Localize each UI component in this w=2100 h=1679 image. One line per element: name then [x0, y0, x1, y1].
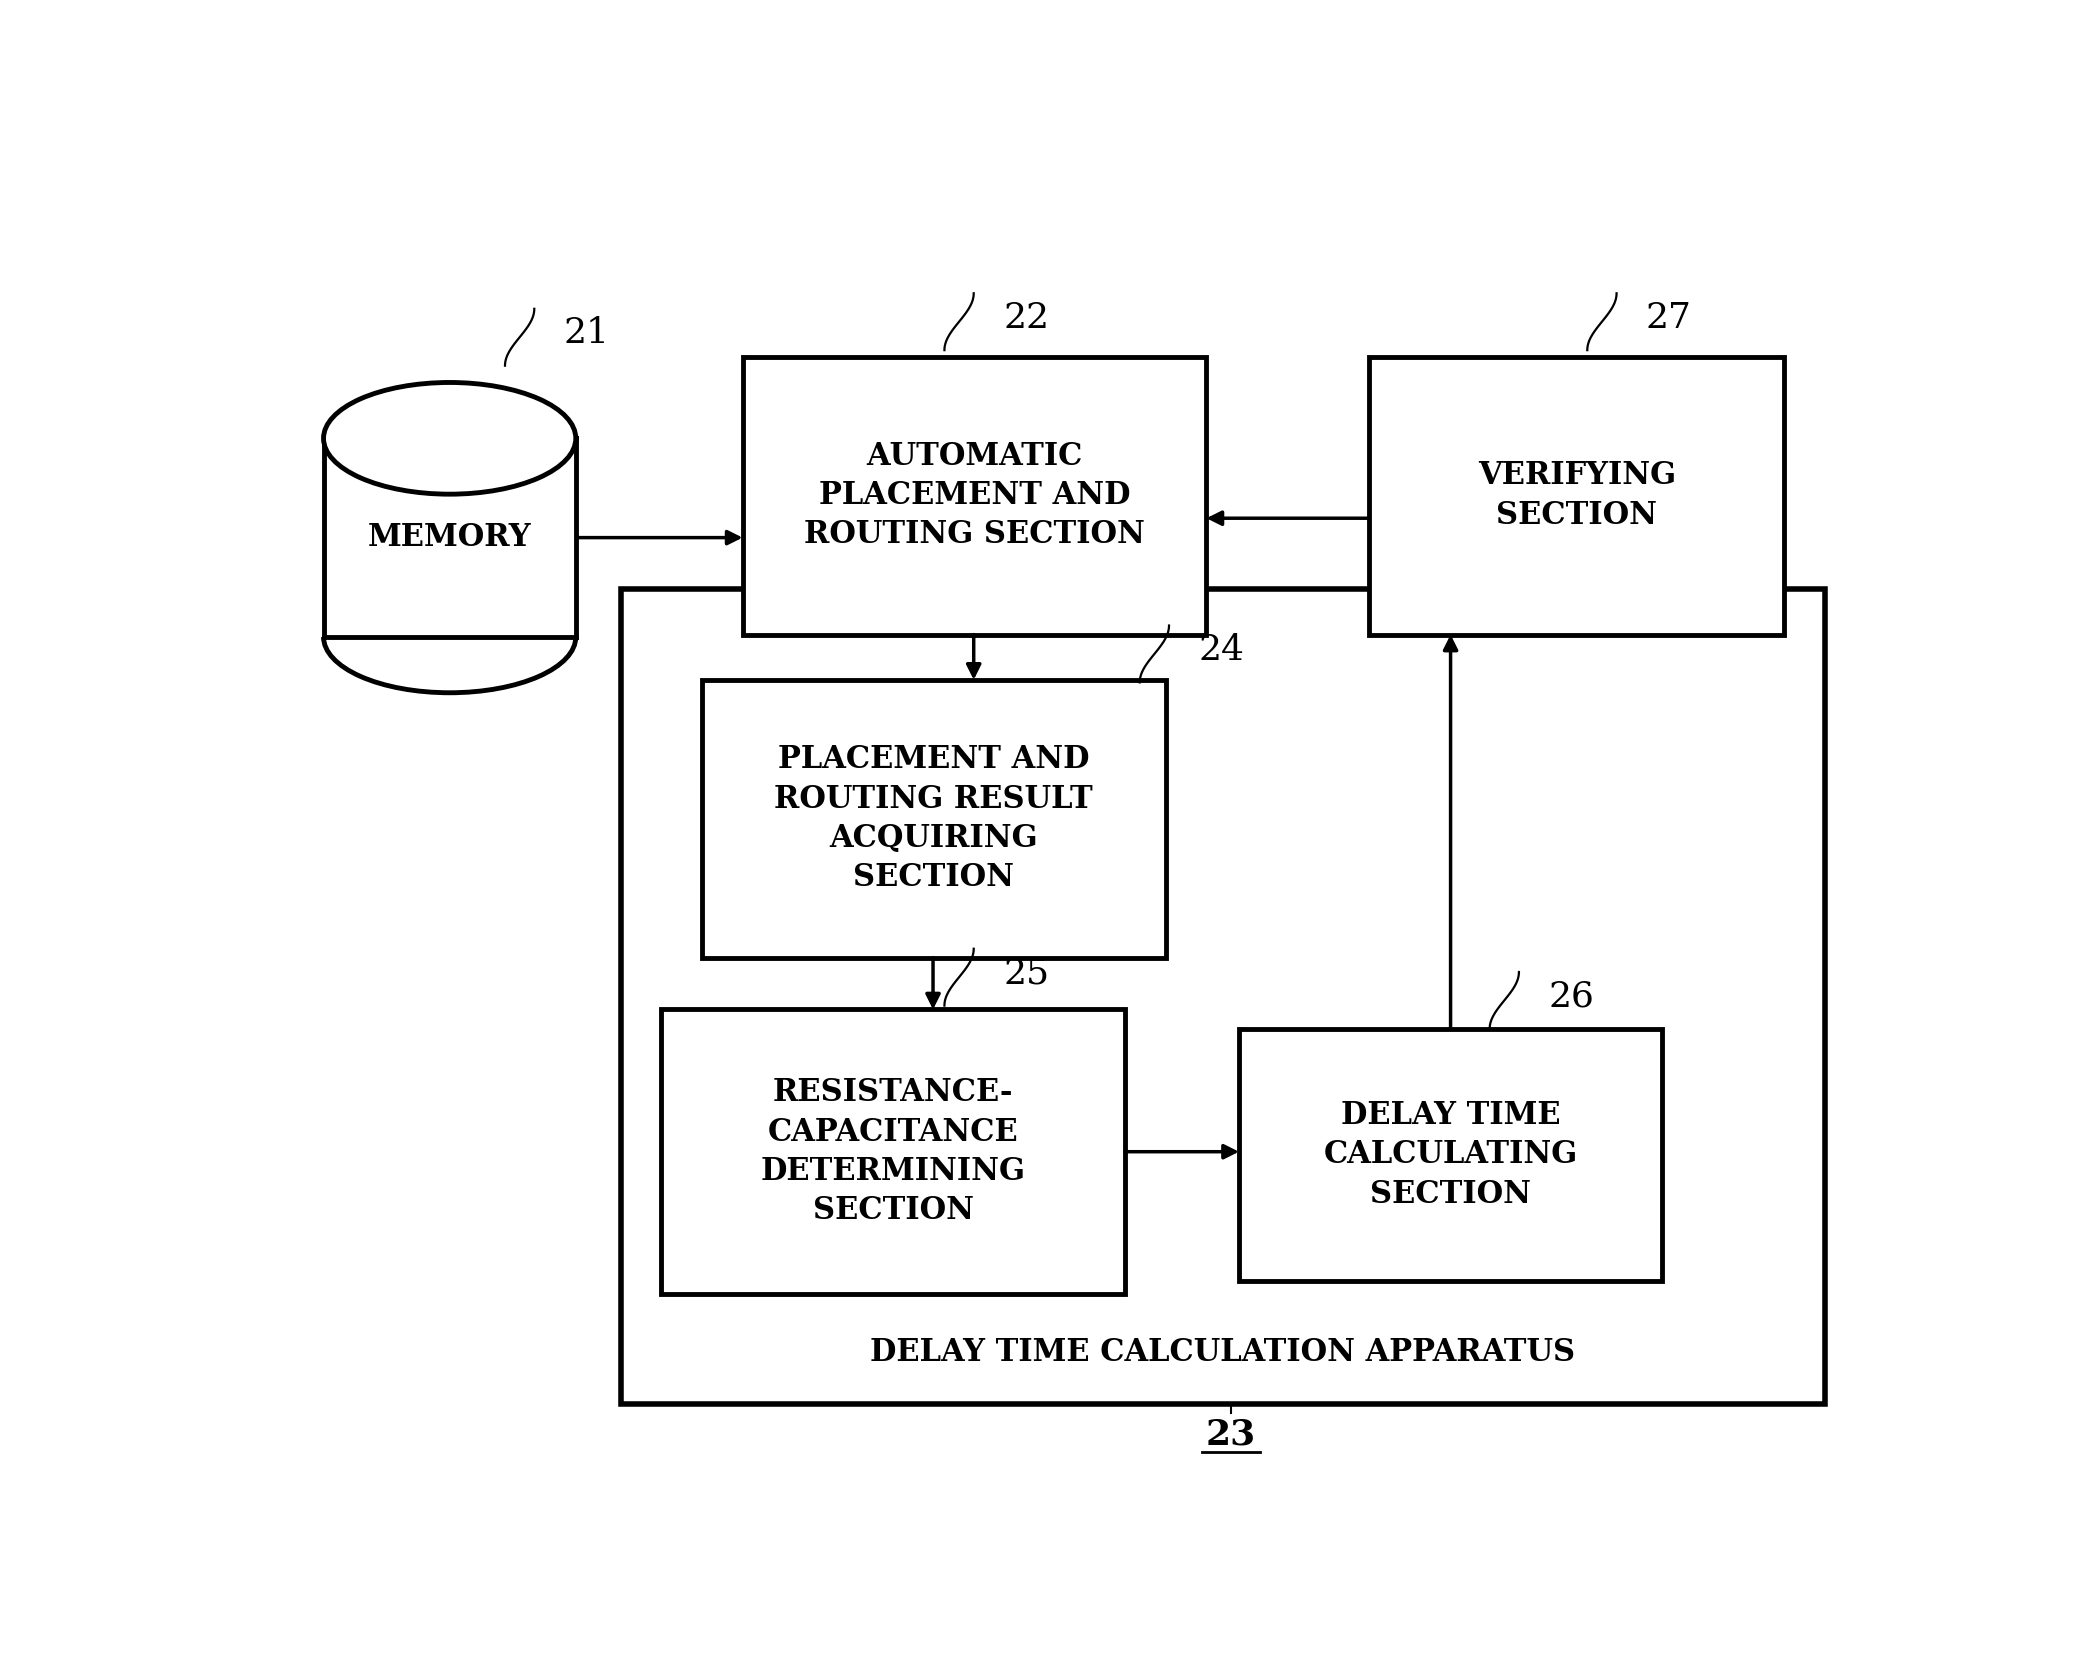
Text: 24: 24 [1199, 633, 1245, 667]
Text: 23: 23 [1205, 1417, 1256, 1452]
Text: 26: 26 [1548, 979, 1594, 1014]
Text: 22: 22 [1004, 301, 1050, 334]
Ellipse shape [323, 383, 575, 494]
Text: 25: 25 [1004, 957, 1050, 991]
Bar [622, 589, 1825, 1404]
Text: VERIFYING
SECTION: VERIFYING SECTION [1478, 460, 1676, 531]
Bar [662, 1009, 1126, 1295]
Bar [1369, 356, 1785, 635]
Text: MEMORY: MEMORY [368, 522, 531, 552]
Bar [1239, 1029, 1663, 1281]
Text: DELAY TIME CALCULATION APPARATUS: DELAY TIME CALCULATION APPARATUS [869, 1336, 1575, 1368]
Bar [701, 680, 1166, 957]
Text: 27: 27 [1646, 301, 1693, 334]
Text: 21: 21 [563, 316, 609, 351]
Text: DELAY TIME
CALCULATING
SECTION: DELAY TIME CALCULATING SECTION [1323, 1100, 1577, 1211]
Text: PLACEMENT AND
ROUTING RESULT
ACQUIRING
SECTION: PLACEMENT AND ROUTING RESULT ACQUIRING S… [775, 744, 1094, 893]
Bar [743, 356, 1205, 635]
Text: AUTOMATIC
PLACEMENT AND
ROUTING SECTION: AUTOMATIC PLACEMENT AND ROUTING SECTION [804, 440, 1144, 551]
Text: RESISTANCE-
CAPACITANCE
DETERMINING
SECTION: RESISTANCE- CAPACITANCE DETERMINING SECT… [760, 1078, 1025, 1226]
